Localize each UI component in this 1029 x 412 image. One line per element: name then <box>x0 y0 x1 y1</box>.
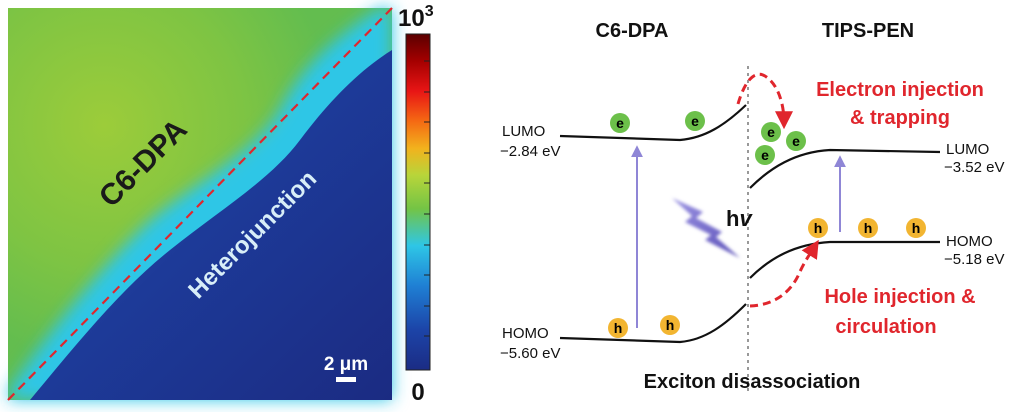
tipspen-homo-band <box>749 240 940 279</box>
tipspen-lumo-value: −3.52 eV <box>944 159 1004 176</box>
svg-text:h: h <box>814 220 823 236</box>
colorbar-max-label: 103 <box>398 3 434 32</box>
scale-bar-label: 2 μm <box>324 354 368 375</box>
svg-text:h: h <box>912 220 921 236</box>
bottom-caption: Exciton disassociation <box>644 371 861 393</box>
c6dpa-lumo-band <box>559 104 747 142</box>
c6dpa-homo-band <box>559 303 747 344</box>
electron-transfer-arrow <box>736 72 793 130</box>
tipspen-homo-label: HOMO <box>946 233 993 250</box>
svg-text:h: h <box>864 220 873 236</box>
colorbar-max-exponent: 3 <box>425 3 434 20</box>
c6dpa-homo-value: −5.60 eV <box>500 345 560 362</box>
svg-text:e: e <box>792 133 800 149</box>
tipspen-lumo-label: LUMO <box>946 141 989 158</box>
svg-text:e: e <box>761 147 769 163</box>
c6dpa-lumo-label: LUMO <box>502 123 545 140</box>
hole-injection-note-line1: Hole injection & <box>824 286 975 308</box>
svg-text:e: e <box>616 115 624 131</box>
lightning-bolt-icon <box>672 198 740 258</box>
hole-particle: h <box>906 218 926 238</box>
electron-particle: e <box>761 122 781 142</box>
electron-injection-note-line2: & trapping <box>850 107 950 129</box>
map-low-region <box>30 50 392 400</box>
tipspen-homo-value: −5.18 eV <box>944 251 1004 268</box>
colorbar-min-label: 0 <box>411 379 424 406</box>
colorbar-max-base: 10 <box>398 5 425 32</box>
svg-text:h: h <box>666 317 675 333</box>
hole-injection-note-line2: circulation <box>835 316 936 338</box>
hole-particle: h <box>660 315 680 335</box>
interface-dashed-line <box>7 7 393 401</box>
scale-bar <box>336 377 356 382</box>
hole-particle: h <box>608 318 628 338</box>
hole-particle: h <box>858 218 878 238</box>
c6dpa-homo-label: HOMO <box>502 325 549 342</box>
electron-particle: e <box>610 113 630 133</box>
hole-transfer-arrow <box>749 239 819 308</box>
photon-label-nu: v <box>739 206 753 231</box>
colorbar-ticks <box>424 60 430 337</box>
colorbar <box>405 33 431 371</box>
tipspen-lumo-band <box>749 148 941 189</box>
electron-particle: e <box>755 145 775 165</box>
photon-label-h: h <box>726 206 739 231</box>
electron-particle: e <box>685 111 705 131</box>
hole-particles: h h h h h <box>608 218 926 338</box>
left-material-title: C6-DPA <box>596 20 669 42</box>
svg-text:h: h <box>614 320 623 336</box>
electron-injection-note-line1: Electron injection <box>816 79 984 101</box>
right-material-title: TIPS-PEN <box>822 20 914 42</box>
svg-text:e: e <box>691 113 699 129</box>
photon-label: hv <box>726 206 753 231</box>
electron-particles: e e e e e <box>610 111 806 165</box>
c6dpa-lumo-value: −2.84 eV <box>500 143 560 160</box>
electron-particle: e <box>786 131 806 151</box>
hole-particle: h <box>808 218 828 238</box>
svg-text:e: e <box>767 124 775 140</box>
